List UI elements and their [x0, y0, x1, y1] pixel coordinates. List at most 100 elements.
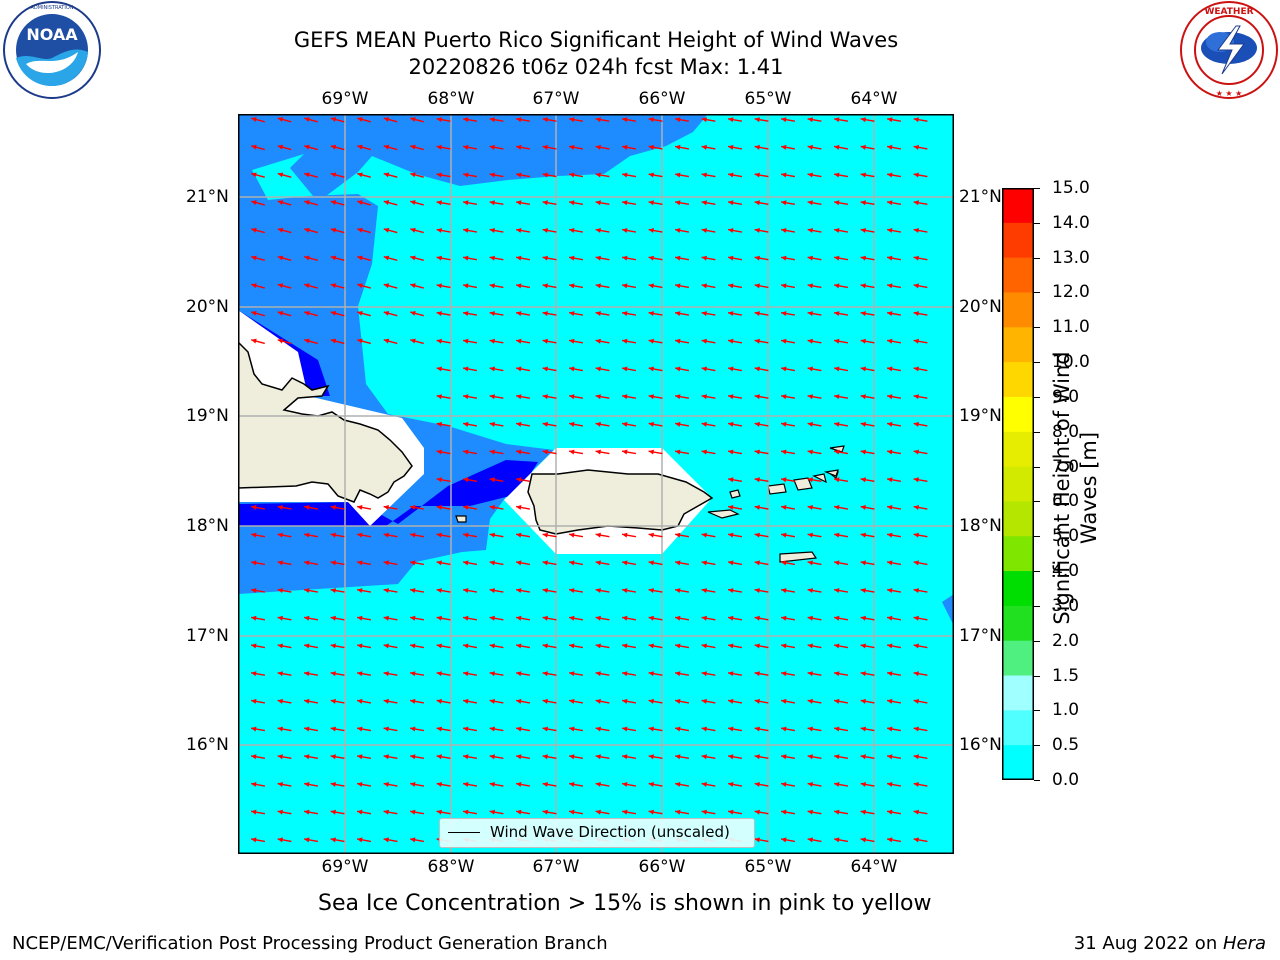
- wave-arrow: [674, 144, 690, 150]
- wave-arrow: [356, 615, 372, 621]
- wave-arrow: [595, 615, 610, 621]
- wave-arrow: [754, 754, 769, 760]
- wave-arrow: [780, 615, 796, 621]
- wave-arrow: [754, 311, 769, 317]
- wave-arrow: [330, 560, 345, 566]
- wave-arrow: [542, 560, 557, 566]
- wave-arrow: [356, 781, 372, 787]
- wave-arrow: [568, 255, 584, 261]
- wave-arrow: [277, 560, 292, 566]
- wave-arrow: [304, 144, 318, 151]
- wave-arrow: [409, 588, 425, 594]
- wave-arrow: [727, 421, 743, 427]
- wave-arrow: [833, 781, 849, 787]
- colorbar-tick-label: 11.0: [1052, 317, 1090, 338]
- wave-arrow: [701, 227, 716, 233]
- wave-arrow: [462, 809, 478, 815]
- wave-arrow: [913, 698, 928, 704]
- wave-arrow: [489, 698, 504, 704]
- colorbar-segment: [1002, 431, 1034, 468]
- wave-arrow: [833, 227, 849, 233]
- wave-arrow: [251, 200, 265, 206]
- wave-arrow: [383, 615, 398, 621]
- wave-arrow: [886, 227, 902, 233]
- wave-arrow: [542, 283, 557, 289]
- wave-arrow: [277, 809, 292, 815]
- wave-arrow: [410, 117, 424, 123]
- wave-arrow: [330, 504, 345, 510]
- wave-arrow: [250, 615, 266, 621]
- wave-arrow: [674, 643, 690, 649]
- wave-arrow: [277, 338, 292, 345]
- wave-arrow: [886, 283, 902, 289]
- wave-arrow: [595, 588, 610, 594]
- wave-arrow: [409, 754, 425, 760]
- wave-arrow: [383, 532, 398, 538]
- wave-arrow: [595, 809, 610, 815]
- wave-arrow: [462, 338, 478, 344]
- colorbar-tick-mark: [1034, 362, 1040, 364]
- wave-arrow: [833, 837, 849, 843]
- wave-arrow: [462, 588, 478, 594]
- wave-arrow: [568, 615, 584, 621]
- wave-arrow: [913, 227, 928, 233]
- wave-arrow: [701, 366, 716, 372]
- wave-arrow: [860, 449, 875, 455]
- wave-arrow: [409, 726, 425, 732]
- wave-arrow: [515, 283, 531, 289]
- wave-arrow: [515, 117, 531, 123]
- wave-arrow: [330, 643, 345, 649]
- wave-arrow: [595, 560, 610, 566]
- wave-arrow: [807, 837, 822, 843]
- wave-arrow: [674, 338, 690, 344]
- wave-arrow: [727, 366, 743, 372]
- wave-arrow: [780, 781, 796, 787]
- wave-arrow: [674, 394, 690, 400]
- lon-tick-bottom: 67°W: [532, 857, 580, 877]
- wave-arrow: [595, 698, 610, 704]
- lat-tick-left: 17°N: [186, 626, 229, 646]
- wave-arrow: [727, 449, 743, 455]
- wave-arrow: [356, 532, 372, 538]
- chart-title-line1: GEFS MEAN Puerto Rico Significant Height…: [293, 28, 899, 52]
- wave-arrow: [621, 560, 637, 566]
- wave-arrow: [807, 172, 822, 178]
- wave-arrow: [727, 560, 743, 566]
- wave-arrow: [568, 200, 584, 206]
- wave-arrow: [913, 172, 928, 178]
- wave-arrow: [303, 588, 319, 594]
- wave-arrow: [648, 698, 663, 704]
- wave-arrow: [436, 560, 451, 566]
- wave-arrow: [277, 504, 292, 510]
- wave-arrow: [727, 809, 743, 815]
- wave-arrow: [860, 504, 875, 510]
- wave-arrow: [621, 588, 637, 594]
- wave-arrow: [648, 449, 663, 455]
- wave-arrow: [462, 283, 478, 289]
- wave-arrow: [727, 117, 743, 123]
- wave-arrow: [383, 726, 398, 732]
- wave-arrow: [277, 283, 292, 289]
- wave-arrow: [886, 643, 902, 649]
- wave-arrow: [250, 809, 266, 815]
- sea-ice-note: Sea Ice Concentration > 15% is shown in …: [318, 891, 932, 916]
- wave-arrow: [409, 615, 425, 621]
- wave-arrow: [727, 726, 743, 732]
- lon-tick-top: 66°W: [638, 89, 686, 109]
- lon-tick-bottom: 65°W: [744, 857, 792, 877]
- wave-arrow: [410, 338, 424, 345]
- wave-arrow: [489, 172, 504, 178]
- wave-arrow: [515, 477, 531, 483]
- wave-arrow: [701, 726, 716, 732]
- colorbar-tick-label: 10.0: [1052, 352, 1090, 373]
- wave-arrow: [674, 366, 690, 372]
- wave-arrow: [383, 144, 398, 151]
- wave-arrow: [330, 227, 345, 234]
- wave-arrow: [356, 671, 372, 677]
- wave-arrow: [436, 588, 451, 594]
- wave-arrow: [913, 781, 928, 787]
- wave-arrow: [409, 781, 425, 787]
- colorbar-frame: [1002, 188, 1034, 780]
- wave-arrow: [568, 588, 584, 594]
- wave-arrow: [833, 421, 849, 427]
